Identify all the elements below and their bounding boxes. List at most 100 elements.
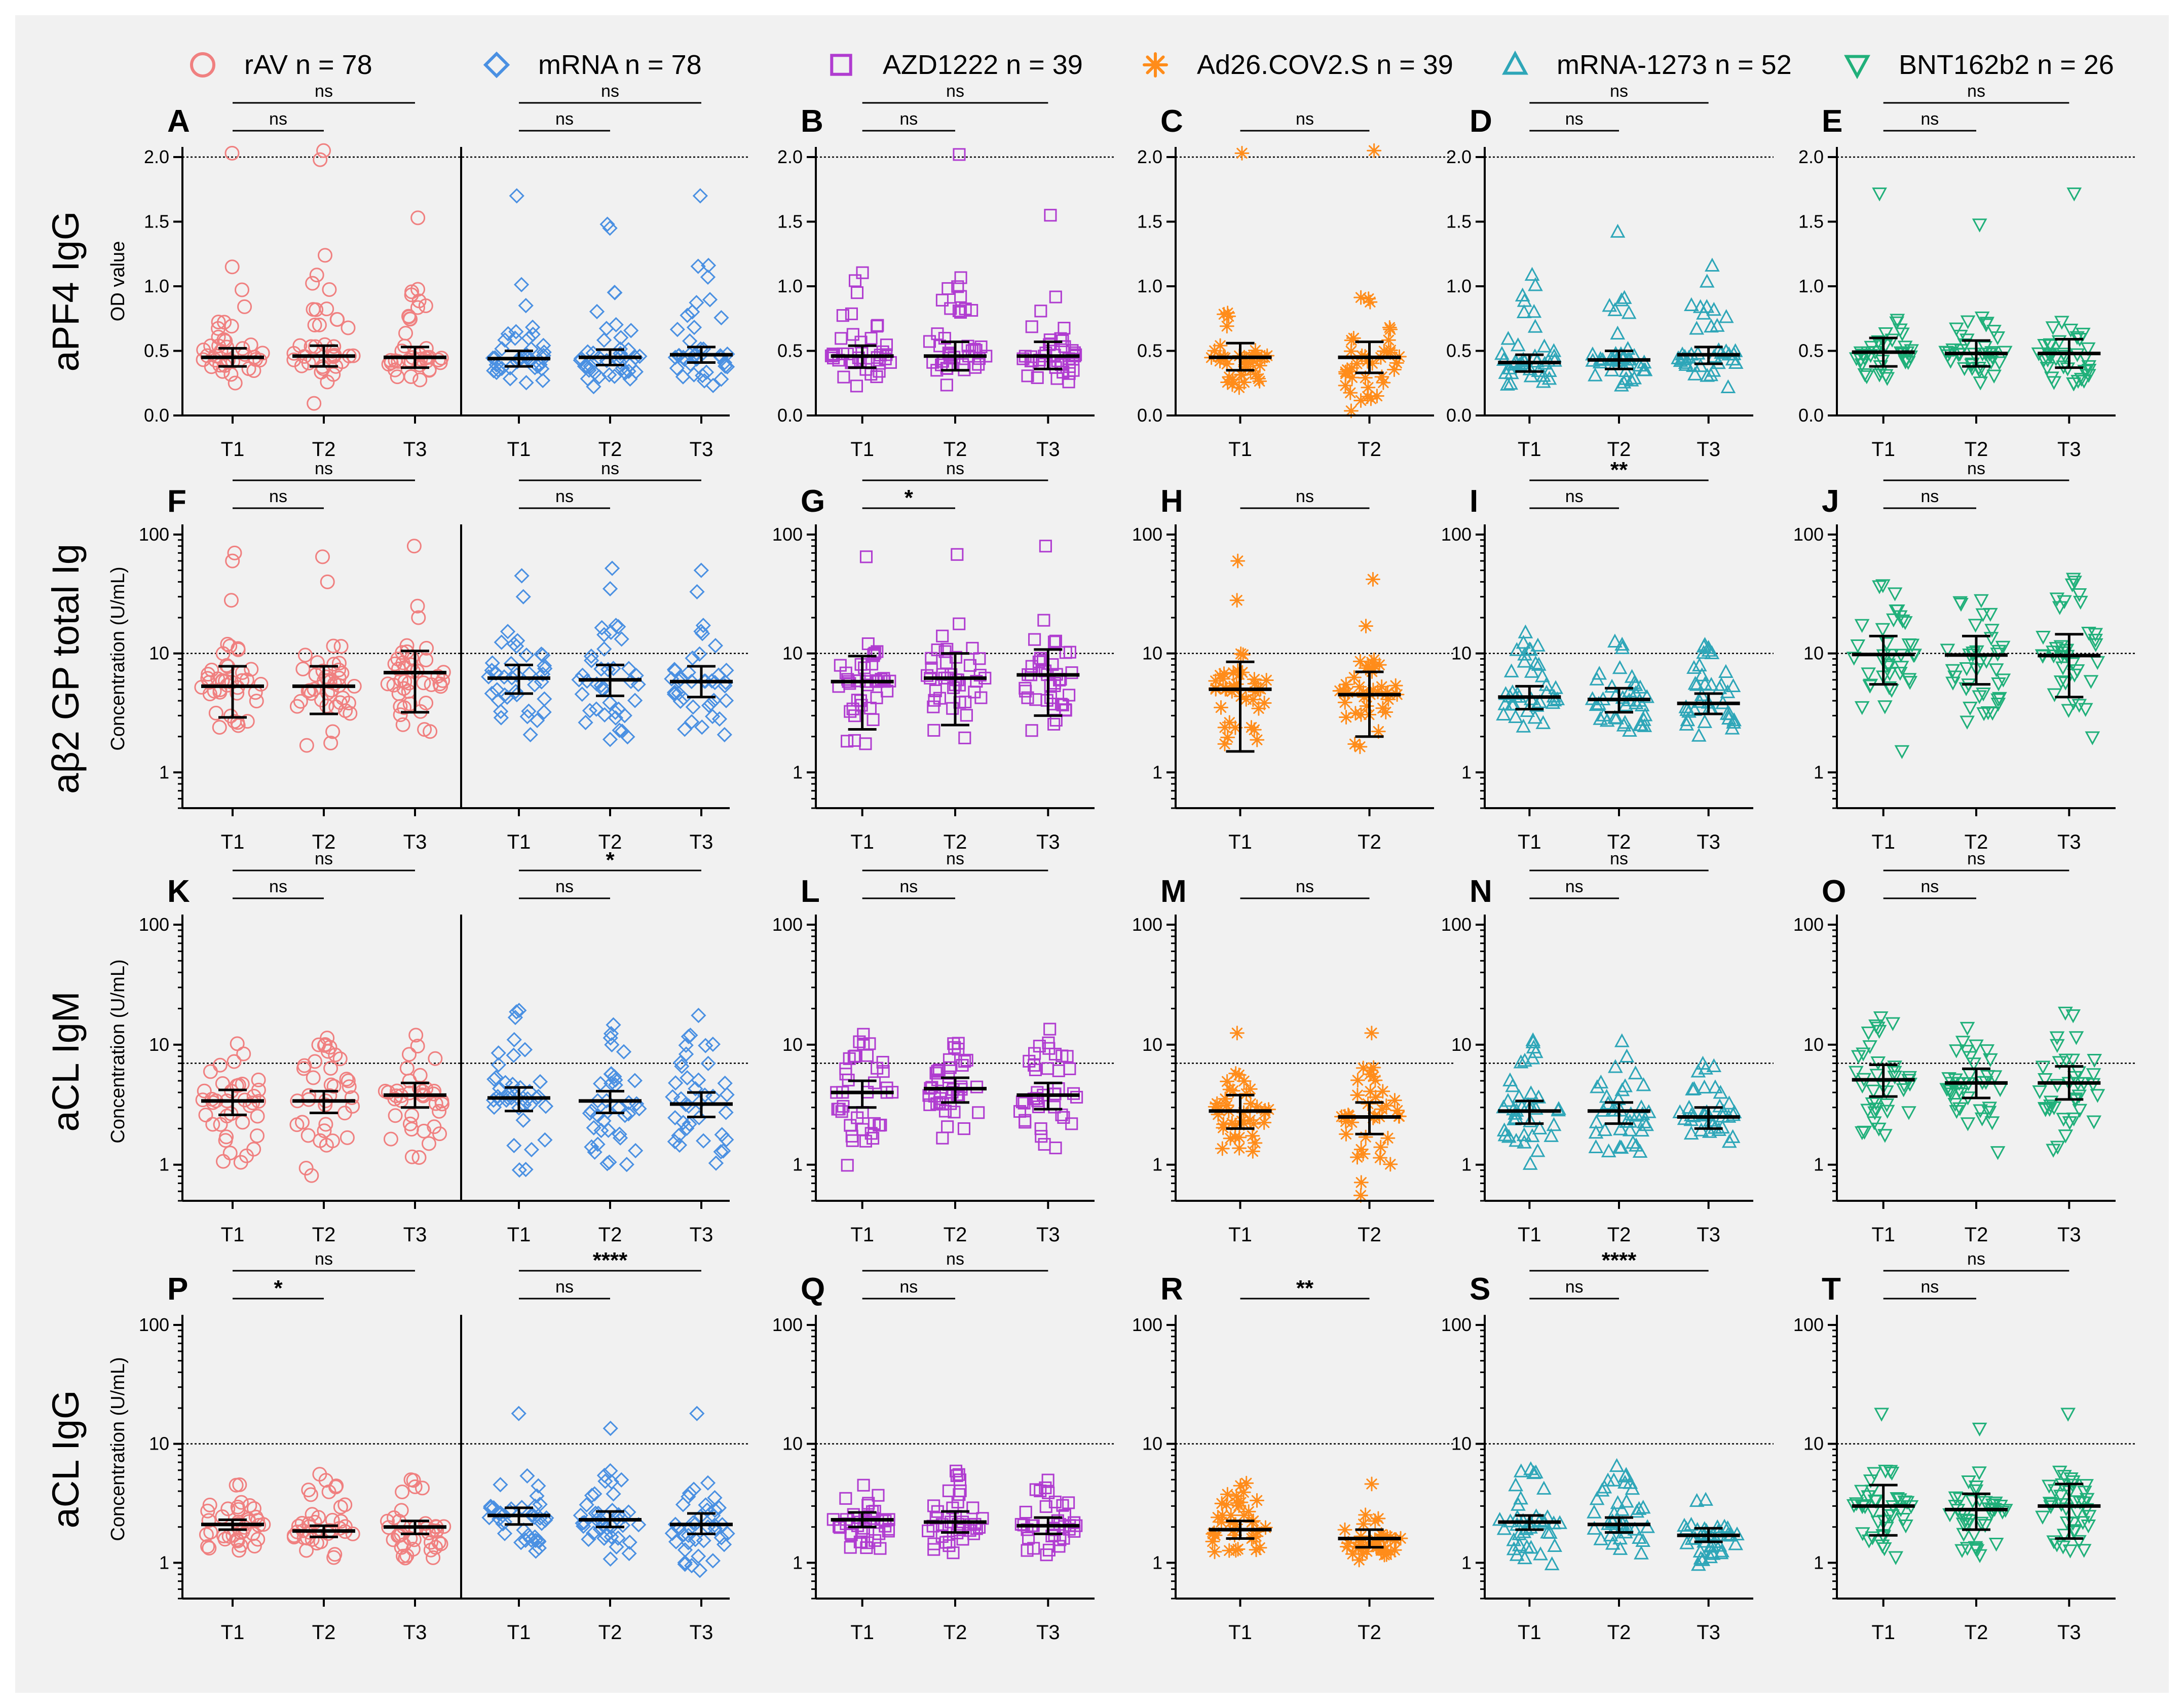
data-point [1634,1545,1649,1560]
data-point [1516,1127,1532,1142]
data-point [578,714,593,731]
data-point [342,1079,357,1094]
significance-label: ns [1921,109,1939,129]
data-point [678,1037,694,1053]
data-point [1215,1508,1230,1523]
data-point [1035,1130,1048,1143]
data-point [584,1139,599,1155]
data-point [1532,1120,1548,1134]
data-point [1062,1496,1075,1509]
data-point [246,1142,261,1157]
data-point [952,304,965,317]
data-point [1679,1535,1695,1549]
data-point [590,1136,606,1152]
data-point [1960,1021,1975,1036]
data-point [925,661,938,674]
data-point [1259,672,1274,688]
data-point [1043,1022,1057,1036]
data-point [1220,1487,1235,1502]
data-point [524,319,541,335]
data-point [1364,1476,1379,1492]
data-point [1622,1122,1638,1136]
data-point [606,1017,621,1033]
data-point [673,671,689,687]
data-point [1717,1519,1732,1533]
data-point [493,1477,508,1493]
data-point [1854,619,1870,633]
data-point [511,1100,527,1116]
data-point [224,145,240,161]
data-point [2047,688,2062,702]
data-point [693,623,709,639]
data-point [406,539,422,554]
data-point [1686,358,1701,372]
data-point [1509,642,1525,656]
data-point [1617,714,1633,729]
x-tick-label: T3 [1697,1621,1720,1644]
significance-label: ns [899,109,918,129]
data-point [1618,697,1634,711]
data-point [1689,1493,1705,1507]
data-point [1248,1135,1263,1151]
data-point [927,700,940,713]
data-point [1968,1481,1984,1495]
x-tick-label: T2 [944,438,967,461]
x-tick-label: T1 [1228,831,1252,853]
data-point [1689,677,1705,691]
data-point [1542,1525,1558,1539]
data-point [611,619,626,635]
data-point [326,1079,342,1094]
data-point [1250,1493,1264,1508]
data-point [1225,1083,1240,1098]
data-point [1220,730,1235,745]
data-point [700,1475,716,1491]
data-point [216,1154,231,1169]
data-point [319,698,334,713]
x-tick-label: T3 [403,1224,427,1246]
x-tick-label: T1 [507,1224,531,1246]
data-point [1366,682,1381,698]
data-point [1546,1117,1562,1131]
data-point [608,317,624,333]
data-point [488,364,504,381]
scatter-group-mRNA [664,1406,735,1578]
data-point [504,1090,519,1106]
data-point [1374,679,1389,694]
legend: rAV n = 78 mRNA n = 78 AZD1222 n = 39 Ad26.… [190,50,2114,80]
data-point [692,1563,708,1578]
data-point [1697,1079,1712,1094]
data-point [1972,218,1987,233]
data-point [202,1497,217,1512]
y-axis-label: Concentration (U/mL) [107,566,129,750]
data-point [593,661,609,677]
data-point [586,1120,601,1135]
panel-label: K [167,874,190,909]
data-point [1696,644,1711,659]
data-point [628,668,644,684]
x-tick-label: T1 [1518,831,1541,853]
data-point [2072,1104,2088,1118]
significance-label: ns [1967,849,1985,868]
data-point [1353,290,1369,305]
data-point [1500,376,1515,391]
data-point [1713,1085,1728,1099]
x-tick-label: T1 [850,1621,874,1644]
data-point [1526,303,1542,318]
data-point [858,661,871,674]
data-point [508,324,524,339]
data-point [846,1134,859,1147]
data-point [230,1499,245,1514]
data-point [523,341,539,357]
y-tick-label: 1 [159,762,169,782]
data-point [506,1137,522,1154]
data-point [1680,712,1696,727]
data-point [607,1069,622,1084]
data-point [224,259,240,275]
data-point [845,307,858,320]
data-point [583,649,599,664]
x-tick-label: T3 [2057,1224,2081,1246]
data-point [515,589,531,604]
data-point [1353,393,1369,408]
data-point [841,735,854,748]
data-point [237,299,252,314]
